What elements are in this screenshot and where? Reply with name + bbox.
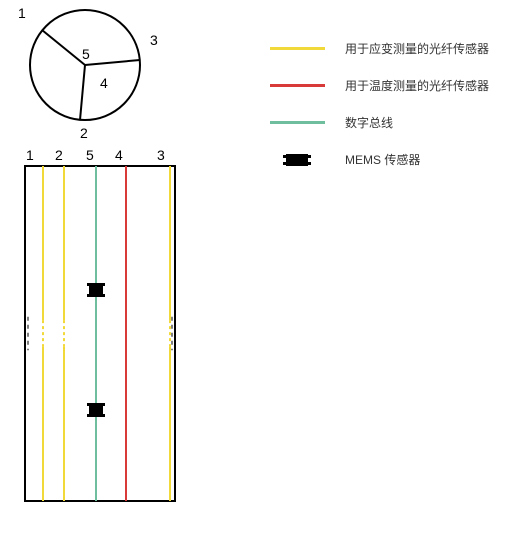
circle-label-3: 3 <box>150 32 158 48</box>
legend-label-mems: MEMS 传感器 <box>345 151 420 168</box>
mems-sensor-icon <box>87 403 105 417</box>
legend-label-temperature: 用于温度测量的光纤传感器 <box>345 77 489 94</box>
legend-swatch-strain <box>270 47 325 50</box>
diagram-svg: 51324 12543 <box>0 0 260 548</box>
circle-label-4: 4 <box>100 75 108 91</box>
rect-label-1: 1 <box>26 147 34 163</box>
rect-label-3: 3 <box>157 147 165 163</box>
mems-sensor-icon <box>87 283 105 297</box>
legend-swatch-bus <box>270 121 325 124</box>
rect-label-2: 2 <box>55 147 63 163</box>
legend-row-temperature: 用于温度测量的光纤传感器 <box>270 77 489 94</box>
rect-label-4: 4 <box>115 147 123 163</box>
circle-label-1: 1 <box>18 5 26 21</box>
legend-row-bus: 数字总线 <box>270 114 489 131</box>
legend-label-bus: 数字总线 <box>345 114 393 131</box>
circle-label-5: 5 <box>82 46 90 62</box>
legend-row-mems: MEMS 传感器 <box>270 151 489 168</box>
circle-label-2: 2 <box>80 125 88 141</box>
diagram: 51324 12543 <box>0 0 260 553</box>
legend-swatch-temperature <box>270 84 325 87</box>
rect-label-5: 5 <box>86 147 94 163</box>
legend-row-strain: 用于应变测量的光纤传感器 <box>270 40 489 57</box>
legend: 用于应变测量的光纤传感器 用于温度测量的光纤传感器 数字总线 MEMS 传感器 <box>270 40 489 188</box>
legend-swatch-mems <box>286 154 308 166</box>
legend-label-strain: 用于应变测量的光纤传感器 <box>345 40 489 57</box>
